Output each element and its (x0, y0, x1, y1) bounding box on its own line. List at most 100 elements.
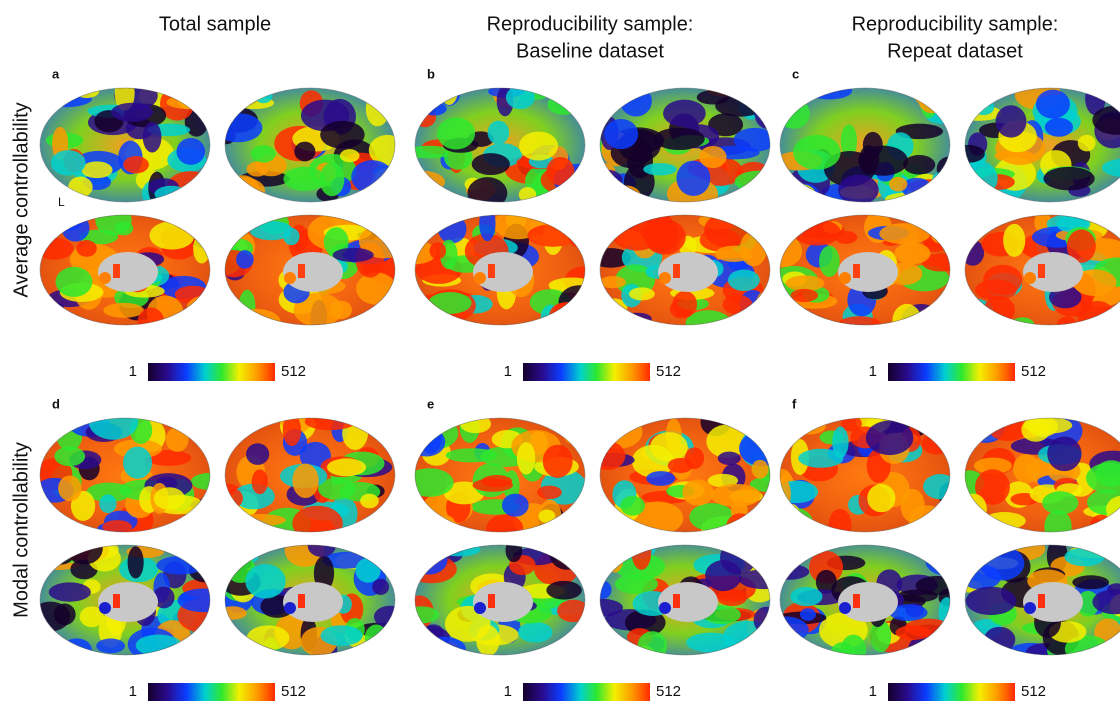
brain-patch (858, 146, 908, 176)
brain-patch (35, 238, 73, 260)
brain-patch (460, 415, 491, 434)
midline (658, 252, 718, 292)
brain-patch (776, 508, 814, 543)
brain-patch (294, 142, 315, 162)
brain-patch (996, 105, 1027, 137)
colorbar-min: 1 (129, 683, 137, 700)
colorbar (888, 363, 1015, 381)
colorbar-max: 512 (656, 683, 681, 700)
brain-patch (190, 407, 207, 433)
brain-patch (754, 607, 779, 634)
brain-patch (819, 246, 840, 277)
brain-patch (439, 543, 480, 557)
brain-patch (193, 234, 210, 264)
brain-patch (502, 494, 529, 517)
colorbar-max: 512 (1021, 363, 1046, 380)
colorbar (148, 683, 275, 701)
brain-patch (953, 105, 1002, 121)
brain-patch (305, 413, 356, 430)
brain-patch (320, 625, 362, 646)
brain-patch (961, 240, 984, 266)
brain-patch (689, 503, 734, 531)
brain (590, 206, 777, 338)
subcortical (853, 594, 860, 608)
midline (98, 252, 158, 292)
brain-patch (342, 417, 368, 450)
brain-patch (918, 86, 946, 114)
brain-patch (327, 458, 366, 476)
brain-patch (654, 128, 705, 150)
subcortical (298, 264, 305, 278)
brain-patch (866, 421, 913, 456)
brain-patch (36, 507, 57, 531)
brain (31, 532, 229, 667)
brain-patch (379, 89, 410, 109)
brain-patch (178, 588, 229, 612)
brain (24, 404, 227, 536)
brain-patch (58, 475, 81, 501)
brain-patch (396, 410, 439, 444)
brain-patch (620, 86, 652, 116)
colorbar-max: 512 (281, 363, 306, 380)
brain-patch (252, 469, 268, 494)
brain-patch (867, 484, 895, 512)
brain-patch (791, 289, 818, 302)
brain-patch (247, 625, 290, 650)
brain-patch (765, 235, 802, 267)
brain-patch (1108, 306, 1120, 330)
subcortical (113, 264, 120, 278)
brain (772, 77, 961, 209)
midline (283, 582, 343, 622)
colorbar-min: 1 (129, 363, 137, 380)
brain-patch (219, 606, 247, 620)
brain-patch (1036, 90, 1070, 119)
subcortical (839, 602, 851, 614)
brain-patch (367, 519, 400, 531)
brain-patch (210, 98, 240, 111)
row-label: Modal controllability (10, 442, 32, 618)
brain-patch (682, 479, 713, 505)
brain-patch (128, 546, 144, 578)
brain-patch (879, 223, 930, 244)
brain-patch (1106, 546, 1120, 561)
subcortical (474, 602, 486, 614)
brain-patch (961, 494, 987, 525)
brain-patch (308, 535, 336, 557)
brain-patch (631, 534, 651, 570)
brain-patch (828, 509, 851, 543)
brain-patch (932, 172, 950, 187)
subcortical (113, 594, 120, 608)
brain-patch (920, 86, 937, 119)
brain-patch (527, 224, 578, 247)
brain-patch (76, 240, 96, 257)
brain-patch (56, 267, 93, 297)
brain-patch (402, 641, 434, 661)
brain-patch (723, 295, 753, 315)
brain-patch (946, 635, 990, 661)
brain-patch (166, 427, 189, 451)
panel-letter: c (792, 66, 799, 81)
brain-patch (51, 150, 86, 175)
brain-patch (154, 186, 187, 202)
hemisphere-label: L (58, 195, 65, 209)
brain-patch (568, 223, 600, 249)
brain (952, 79, 1120, 207)
colorbar-min: 1 (504, 683, 512, 700)
subcortical (474, 272, 486, 284)
brain-patch (333, 248, 374, 262)
brain (396, 410, 590, 543)
column-title: Repeat dataset (887, 40, 1023, 62)
brain-patch (1042, 491, 1078, 514)
brain-patch (623, 313, 652, 325)
brain-patch (560, 549, 588, 564)
brain-patch (320, 121, 365, 149)
brain-patch (726, 513, 754, 539)
brain-patch (374, 606, 405, 628)
brain (765, 203, 969, 338)
brain-patch (212, 408, 246, 440)
brain-patch (360, 494, 379, 509)
brain-patch (251, 145, 276, 162)
brain-patch (966, 543, 984, 569)
page: {"columns": [ {"lines": ["Total sample"]… (0, 0, 1120, 704)
brain-patch (429, 242, 446, 259)
